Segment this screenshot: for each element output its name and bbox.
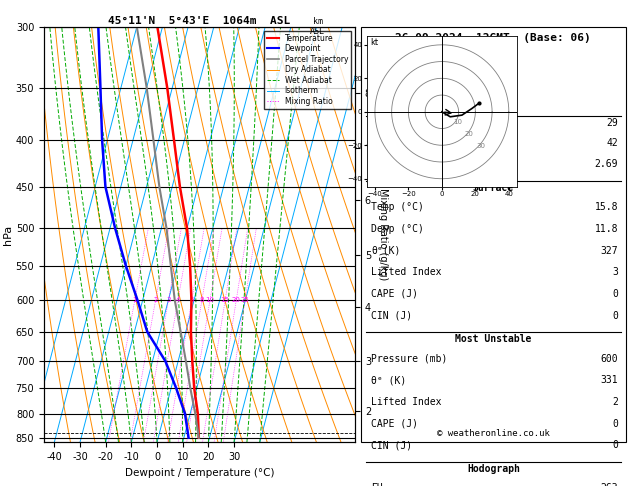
Legend: Temperature, Dewpoint, Parcel Trajectory, Dry Adiabat, Wet Adiabat, Isotherm, Mi: Temperature, Dewpoint, Parcel Trajectory… bbox=[264, 31, 351, 109]
Text: 10: 10 bbox=[454, 119, 462, 125]
Text: 0: 0 bbox=[612, 289, 618, 299]
Text: PW (cm): PW (cm) bbox=[372, 159, 413, 169]
X-axis label: Dewpoint / Temperature (°C): Dewpoint / Temperature (°C) bbox=[125, 468, 274, 478]
Text: 3: 3 bbox=[166, 297, 170, 303]
Text: Surface: Surface bbox=[473, 183, 514, 193]
Text: CAPE (J): CAPE (J) bbox=[372, 418, 418, 429]
Text: 10: 10 bbox=[206, 297, 214, 303]
Text: 29: 29 bbox=[606, 118, 618, 128]
Text: K: K bbox=[372, 118, 377, 128]
Y-axis label: hPa: hPa bbox=[3, 225, 13, 244]
Text: 11.8: 11.8 bbox=[594, 224, 618, 234]
Text: 263: 263 bbox=[600, 484, 618, 486]
Text: 1: 1 bbox=[133, 297, 137, 303]
Text: CAPE (J): CAPE (J) bbox=[372, 289, 418, 299]
Text: 0: 0 bbox=[612, 440, 618, 450]
Text: Lifted Index: Lifted Index bbox=[372, 397, 442, 407]
Text: 6: 6 bbox=[189, 297, 194, 303]
Text: 2: 2 bbox=[612, 397, 618, 407]
Text: 26.09.2024  12GMT  (Base: 06): 26.09.2024 12GMT (Base: 06) bbox=[396, 33, 591, 43]
Text: Lifted Index: Lifted Index bbox=[372, 267, 442, 278]
Text: 20: 20 bbox=[232, 297, 241, 303]
Text: 15: 15 bbox=[221, 297, 230, 303]
Text: Dewp (°C): Dewp (°C) bbox=[372, 224, 425, 234]
Text: 600: 600 bbox=[600, 354, 618, 364]
Text: 2.69: 2.69 bbox=[594, 159, 618, 169]
Text: 30: 30 bbox=[476, 143, 485, 149]
Text: 25: 25 bbox=[241, 297, 250, 303]
Text: 0: 0 bbox=[612, 311, 618, 321]
Text: kt: kt bbox=[370, 38, 378, 47]
Text: Totals Totals: Totals Totals bbox=[372, 138, 448, 148]
Text: 0: 0 bbox=[612, 418, 618, 429]
Text: 8: 8 bbox=[199, 297, 204, 303]
Text: 327: 327 bbox=[600, 246, 618, 256]
Text: 2: 2 bbox=[153, 297, 158, 303]
Y-axis label: Mixing Ratio (g/kg): Mixing Ratio (g/kg) bbox=[378, 189, 387, 280]
Text: Most Unstable: Most Unstable bbox=[455, 334, 532, 344]
Text: 331: 331 bbox=[600, 375, 618, 385]
Text: km
ASL: km ASL bbox=[310, 17, 325, 36]
Text: θᵉ (K): θᵉ (K) bbox=[372, 375, 407, 385]
Text: 42: 42 bbox=[606, 138, 618, 148]
Text: Pressure (mb): Pressure (mb) bbox=[372, 354, 448, 364]
Text: 4: 4 bbox=[175, 297, 180, 303]
Text: CIN (J): CIN (J) bbox=[372, 440, 413, 450]
Text: 3: 3 bbox=[612, 267, 618, 278]
Text: Temp (°C): Temp (°C) bbox=[372, 203, 425, 212]
Text: 15.8: 15.8 bbox=[594, 203, 618, 212]
Text: 20: 20 bbox=[465, 131, 474, 137]
Text: Hodograph: Hodograph bbox=[467, 464, 520, 474]
Text: EH: EH bbox=[372, 484, 383, 486]
Text: CIN (J): CIN (J) bbox=[372, 311, 413, 321]
Title: 45°11'N  5°43'E  1064m  ASL: 45°11'N 5°43'E 1064m ASL bbox=[108, 16, 291, 26]
Text: © weatheronline.co.uk: © weatheronline.co.uk bbox=[437, 429, 550, 438]
Text: θᵉ(K): θᵉ(K) bbox=[372, 246, 401, 256]
